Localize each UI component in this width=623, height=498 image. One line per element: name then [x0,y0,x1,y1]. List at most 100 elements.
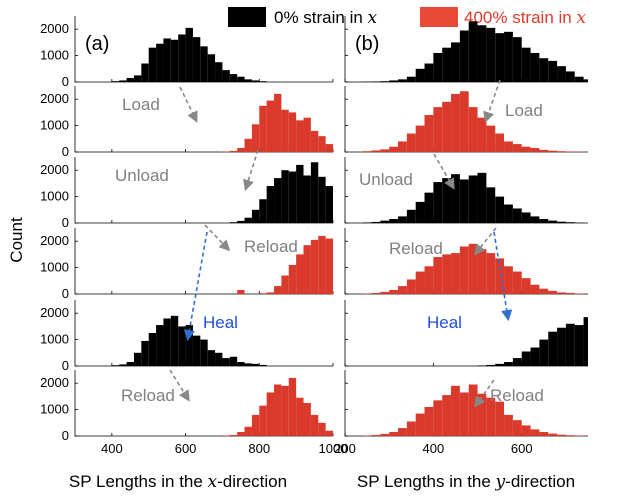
x-axis-label-b: SP Lengths in the y-direction [357,472,575,492]
bar-a-4-10 [185,325,193,366]
bar-a-0-15 [222,70,230,82]
panel-label-b: (b) [355,33,379,55]
panel-label-a: (a) [85,33,109,55]
bar-a-2-18 [244,217,252,223]
bar-a-4-20 [259,364,267,366]
ytick-label-3-2000: 2000 [40,233,69,248]
bar-a-4-15 [222,358,230,366]
bar-b-1-8 [433,107,443,152]
bar-a-5-21 [266,392,275,436]
annotation-reload2-a: Reload [121,386,175,405]
bar-b-2-18 [521,212,531,223]
bar-b-2-17 [512,208,522,223]
bar-b-2-5 [406,209,416,223]
xtick-label-a-800: 800 [248,441,270,456]
bar-b-1-20 [539,149,549,152]
bar-a-5-22 [274,384,282,436]
bar-b-3-22 [557,292,566,294]
x-axis-label-a: SP Lengths in the x-direction [69,472,287,492]
bar-a-2-22 [274,178,282,223]
bar-b-5-14 [486,397,496,436]
ytick-label-2-0: 0 [62,215,69,230]
bar-b-3-24 [574,293,584,294]
bar-b-5-15 [495,401,505,436]
bar-b-3-14 [486,253,496,294]
bar-b-3-7 [424,266,434,294]
bar-a-0-20 [259,81,267,82]
bar-a-4-7 [163,318,171,366]
bar-b-3-5 [406,279,416,294]
bar-b-5-11 [459,392,469,436]
bar-b-1-9 [442,101,452,152]
bar-a-2-24 [288,171,297,223]
bar-a-0-9 [178,34,186,82]
bar-b-1-14 [486,125,496,152]
bar-b-1-12 [468,107,478,152]
bar-b-4-23 [565,323,575,366]
legend-label-400pct: 400% strain in x [464,8,586,28]
bar-a-3-23 [281,275,289,294]
bar-b-5-9 [442,395,452,436]
bar-a-0-5 [148,47,157,82]
bar-a-4-12 [200,339,208,366]
bar-a-1-21 [266,100,275,152]
bar-a-0-0 [111,81,120,82]
bar-b-5-3 [389,432,399,436]
bar-b-1-15 [495,133,505,152]
bar-b-0-3 [389,80,399,82]
bar-a-2-29 [325,186,333,223]
bar-b-1-0 [362,151,372,152]
bar-a-4-18 [244,363,252,366]
bar-a-2-23 [281,170,289,223]
ytick-label-5-2000: 2000 [40,375,69,390]
bar-a-4-17 [237,362,245,366]
bar-b-3-0 [362,293,372,294]
bar-a-2-20 [259,199,267,223]
bar-a-1-24 [288,112,297,152]
bar-b-0-7 [424,63,434,82]
bar-b-3-20 [539,288,549,294]
bar-b-5-17 [512,420,522,436]
bar-b-2-2 [380,220,390,223]
bar-b-3-9 [442,254,452,294]
bar-a-5-17 [237,432,245,436]
xtick-label-b-400: 400 [423,441,445,456]
bar-a-0-12 [200,46,208,82]
bar-a-1-20 [259,105,267,152]
legend-swatch-400pct [420,7,458,27]
bar-a-1-18 [244,138,252,152]
bar-a-1-17 [237,148,245,152]
bar-b-4-16 [504,362,513,366]
bar-a-3-28 [318,235,326,294]
arrow-unload-b [433,153,455,190]
bar-a-4-14 [215,352,223,366]
ytick-label-0-2000: 2000 [40,21,69,36]
bar-b-0-16 [504,31,513,82]
bar-b-3-1 [371,292,381,294]
bar-a-3-17 [237,290,245,294]
bar-b-0-4 [398,79,407,82]
xtick-label-b-200: 200 [334,441,356,456]
bar-b-3-6 [415,271,425,294]
bar-a-5-23 [281,385,289,436]
bar-a-2-25 [296,164,304,223]
ytick-label-4-0: 0 [62,358,69,373]
bar-a-2-27 [310,162,319,223]
legend: 0% strain in x 400% strain in x [228,7,586,28]
bar-a-5-15 [222,435,230,436]
xtick-label-a-400: 400 [101,441,123,456]
bar-a-2-21 [266,186,275,223]
bar-b-4-20 [539,339,549,366]
bar-a-5-25 [296,397,304,436]
bar-a-1-15 [222,151,230,152]
bar-b-5-4 [398,428,407,436]
bar-a-0-10 [185,27,193,83]
ytick-label-5-0: 0 [62,428,69,443]
annotations: Load Unload Reload Heal Reload Load Unlo… [115,95,544,405]
bar-b-1-21 [548,150,558,152]
bar-b-0-12 [468,21,478,83]
bar-b-4-17 [512,358,522,366]
annotation-heal-b: Heal [427,313,462,332]
bar-a-4-11 [192,335,201,366]
